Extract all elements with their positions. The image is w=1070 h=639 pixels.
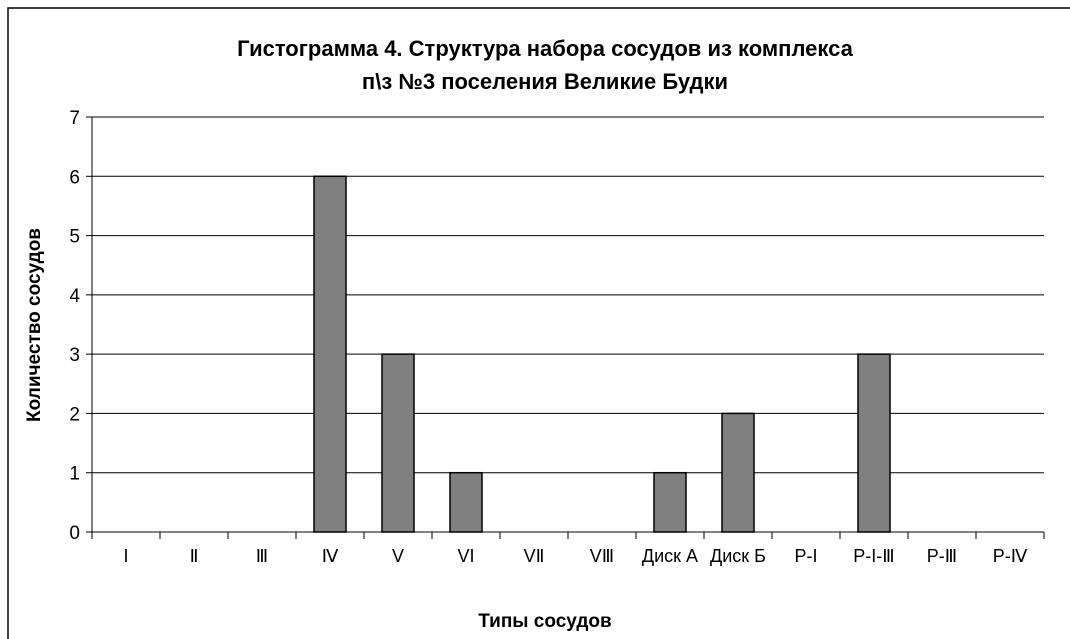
bar [857,353,891,533]
y-tick-label: 3 [69,345,80,366]
x-tick-label: VI [457,546,475,566]
y-tick-label: 4 [69,286,80,307]
x-tick-label: VⅡ [523,546,545,566]
x-tick-label: Р-Ⅳ [992,546,1028,566]
y-tick-label: 5 [69,227,80,248]
x-tick-label: Ⅲ [255,546,269,566]
x-tick-label: Диск Б [710,546,766,566]
y-tick-label: 2 [69,404,80,425]
y-tick-label: 7 [69,108,80,129]
x-tick-label: V [391,546,404,566]
y-axis-label: Количество сосудов [24,228,45,422]
bar [653,471,687,533]
x-tick-label: Р-Ⅲ [926,546,958,566]
chart-title: п\з №3 поселения Великие Будки [362,69,728,94]
x-tick-label: VⅢ [589,546,615,566]
x-axis-label: Типы сосудов [478,611,611,632]
bar [381,353,415,533]
bar [721,412,755,533]
x-tick-label: Р-I-Ⅲ [853,546,895,566]
chart-title: Гистограмма 4. Структура набора сосудов … [237,36,853,61]
x-tick-label: Р-I [794,546,818,566]
x-tick-label: Диск А [641,546,699,566]
y-tick-label: 1 [69,464,80,485]
chart-frame [7,7,1070,639]
x-tick-label: Ⅱ [189,546,199,566]
y-tick-label: 6 [69,167,80,188]
x-tick-label: I [123,546,129,566]
bar [449,471,483,533]
y-tick-label: 0 [69,523,80,544]
bar [313,175,347,533]
x-tick-label: Ⅳ [321,546,339,566]
